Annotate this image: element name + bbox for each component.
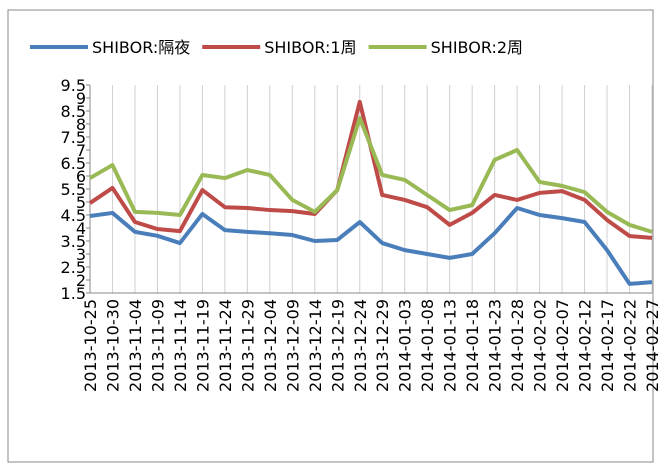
y-tick-label: 9.5: [61, 76, 86, 95]
y-tick-label: 9: [76, 89, 86, 108]
x-tick-label: 2013-11-09: [148, 299, 167, 392]
x-tick-label: 2014-01-23: [486, 299, 505, 392]
x-tick-label: 2013-11-24: [216, 299, 235, 392]
x-tick-label: 2013-10-30: [103, 299, 122, 392]
x-tick-label: 2013-11-04: [126, 299, 145, 392]
y-tick-label: 7: [76, 141, 86, 160]
y-tick-label: 2: [76, 271, 86, 290]
x-tick-label: 2014-02-02: [531, 299, 550, 392]
y-tick-label: 7.5: [61, 128, 86, 147]
x-tick-label: 2014-02-12: [576, 299, 595, 392]
x-tick-label: 2013-10-25: [81, 299, 100, 392]
y-tick-label: 8.5: [61, 102, 86, 121]
x-tick-label: 2013-12-09: [283, 299, 302, 392]
y-tick-label: 2.5: [61, 258, 86, 277]
x-tick-label: 2014-01-03: [396, 299, 415, 392]
x-tick-label: 2014-01-18: [463, 299, 482, 392]
x-tick-label: 2013-11-29: [238, 299, 257, 392]
x-tick-label: 2014-02-27: [643, 299, 662, 392]
legend-label: SHIBOR:隔夜: [92, 38, 190, 57]
x-tick-label: 2014-01-28: [508, 299, 527, 392]
legend-label: SHIBOR:1周: [264, 38, 356, 57]
x-tick-label: 2013-11-14: [171, 299, 190, 392]
series-line: [88, 116, 653, 234]
y-tick-label: 4: [76, 219, 86, 238]
x-tick-label: 2013-12-04: [261, 299, 280, 392]
x-tick-label: 2013-12-24: [351, 299, 370, 392]
y-tick-label: 8: [76, 115, 86, 134]
x-tick-label: 2013-12-29: [373, 299, 392, 392]
series-line: [89, 205, 653, 286]
y-tick-label: 6: [76, 167, 86, 186]
x-tick-label: 2013-12-19: [328, 299, 347, 392]
y-tick-label: 5.5: [61, 180, 86, 199]
chart-frame: [7, 9, 654, 463]
x-tick-label: 2013-11-19: [193, 299, 212, 392]
y-tick-label: 3.5: [61, 232, 86, 251]
x-tick-label: 2013-12-14: [306, 299, 325, 392]
x-tick-label: 2014-01-08: [418, 299, 437, 392]
y-tick-label: 6.5: [61, 154, 86, 173]
y-tick-label: 3: [76, 245, 86, 264]
y-tick-label: 5: [76, 193, 86, 212]
y-tick-label: 1.5: [61, 284, 86, 303]
legend-label: SHIBOR:2周: [431, 38, 523, 57]
x-tick-label: 2014-02-22: [621, 299, 640, 392]
x-tick-label: 2014-02-07: [553, 299, 572, 392]
y-tick-label: 4.5: [61, 206, 86, 225]
x-tick-label: 2014-02-17: [598, 299, 617, 392]
x-tick-label: 2014-01-13: [441, 299, 460, 392]
